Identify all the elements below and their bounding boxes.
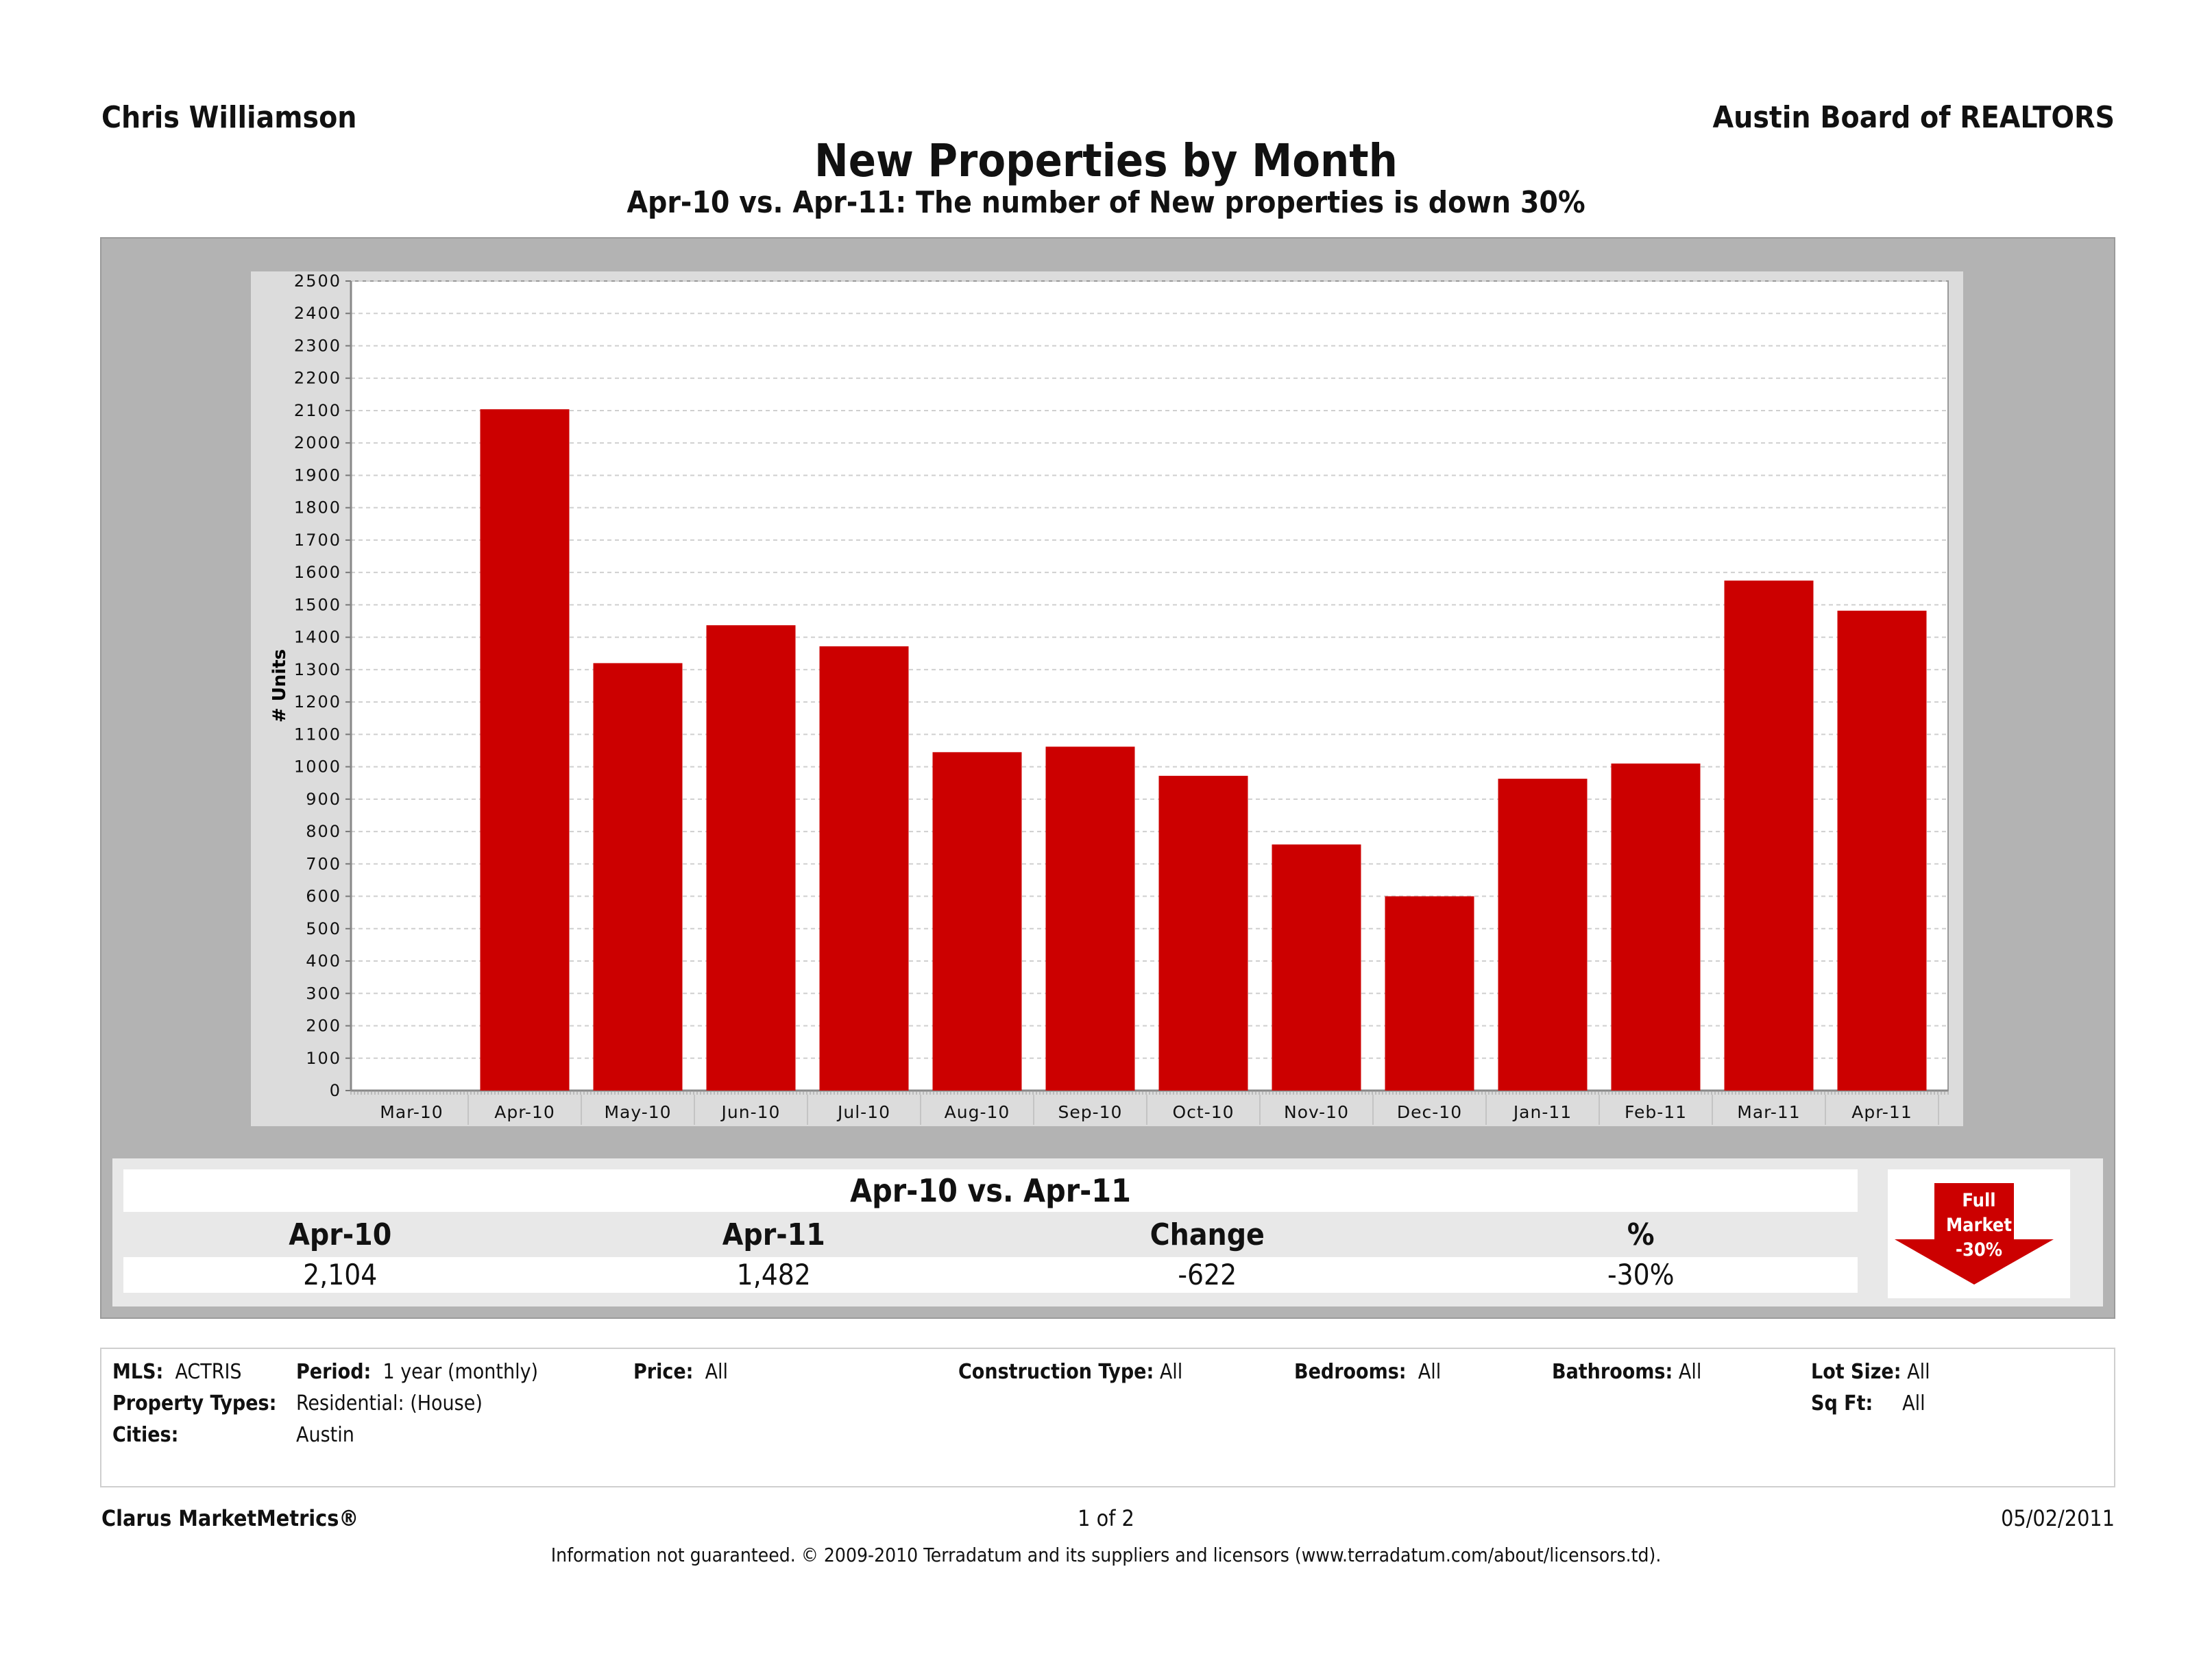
x-tick-label: Jul-10: [836, 1102, 890, 1122]
y-tick-label: 2400: [294, 304, 341, 323]
y-tick-label: 1100: [294, 725, 341, 744]
badge-line-1: Full: [1962, 1190, 1996, 1211]
x-tick-label: Aug-10: [945, 1102, 1010, 1122]
x-tick-label: Nov-10: [1284, 1102, 1349, 1122]
bar-feb-11: [1611, 763, 1701, 1091]
x-tick-label: Oct-10: [1172, 1102, 1234, 1122]
summary-title: Apr-10 vs. Apr-11: [123, 1169, 1858, 1212]
x-tick-label: Apr-10: [494, 1102, 555, 1122]
filter-cities-value: Austin: [296, 1423, 354, 1447]
x-tick-label: Sep-10: [1058, 1102, 1123, 1122]
bar-apr-10: [480, 409, 570, 1091]
plot-area: [350, 280, 1949, 1091]
y-tick-label: 700: [306, 854, 341, 873]
bar-dec-10: [1385, 896, 1474, 1091]
filter-lot-size: Lot Size: All: [1811, 1360, 1930, 1384]
x-tick-label: Feb-11: [1625, 1102, 1687, 1122]
summary-header-row: Apr-10 Apr-11 Change %: [123, 1215, 1858, 1256]
y-tick-label: 2000: [294, 433, 341, 452]
y-tick-label: 2300: [294, 336, 341, 355]
summary-value: 2,104: [303, 1258, 378, 1291]
bar-sep-10: [1045, 746, 1135, 1091]
x-tick-label: Mar-10: [380, 1102, 443, 1122]
page-subtitle: Apr-10 vs. Apr-11: The number of New pro…: [627, 185, 1585, 220]
bar-oct-10: [1158, 775, 1248, 1091]
summary-header: Apr-11: [722, 1217, 825, 1252]
y-tick-label: 2200: [294, 369, 341, 388]
x-tick-label: Mar-11: [1737, 1102, 1800, 1122]
y-tick-label: 1900: [294, 465, 341, 485]
filter-cities: Cities:: [112, 1423, 179, 1447]
y-tick-label: 400: [306, 951, 341, 971]
bar-jun-10: [706, 625, 796, 1091]
filter-period: Period: 1 year (monthly): [296, 1360, 539, 1384]
agent-name: Chris Williamson: [101, 100, 357, 135]
filter-sqft: Sq Ft: All: [1811, 1391, 1925, 1415]
summary-panel: Apr-10 vs. Apr-11 Apr-10 Apr-11 Change %…: [112, 1158, 2103, 1306]
y-tick-label: 1500: [294, 595, 341, 614]
filter-bedrooms: Bedrooms: All: [1294, 1360, 1442, 1384]
bar-chart: 0 100 200 300 400 500 600 700 800 900 1000 1100 1200…: [269, 271, 1949, 1125]
filter-construction-type: Construction Type: All: [958, 1360, 1183, 1384]
bar-may-10: [593, 663, 683, 1091]
summary-header: %: [1627, 1217, 1655, 1252]
page-title: New Properties by Month: [814, 134, 1398, 187]
y-tick-label: 2500: [294, 271, 341, 291]
board-name: Austin Board of REALTORS: [1712, 100, 2115, 135]
y-tick-label: 300: [306, 984, 341, 1003]
y-tick-label: 2100: [294, 401, 341, 420]
y-tick-label: 1400: [294, 628, 341, 647]
y-tick-label: 200: [306, 1017, 341, 1036]
badge-line-2: Market: [1945, 1215, 2013, 1236]
y-tick-label: 1000: [294, 757, 341, 777]
y-tick-label: 1600: [294, 563, 341, 582]
report-date: 05/02/2011: [2001, 1505, 2115, 1531]
y-tick-label: 1200: [294, 692, 341, 712]
summary-value: -622: [1178, 1258, 1237, 1291]
page-indicator: 1 of 2: [1078, 1505, 1134, 1531]
filter-property-types: Property Types:: [112, 1391, 277, 1415]
bar-nov-10: [1272, 844, 1361, 1091]
filter-property-types-value: Residential: (House): [296, 1391, 483, 1415]
bar-jan-11: [1498, 779, 1588, 1091]
y-tick-label: 1300: [294, 660, 341, 679]
y-tick-label: 900: [306, 790, 341, 809]
chart-panel: 0 100 200 300 400 500 600 700 800 900 1000 1100 1200…: [251, 271, 1963, 1126]
summary-header: Change: [1150, 1217, 1265, 1252]
filter-panel: MLS: ACTRIS Period: 1 year (monthly) Pri…: [100, 1348, 2115, 1487]
x-tick-label: Jun-10: [720, 1102, 781, 1122]
x-tick-label: Apr-11: [1851, 1102, 1912, 1122]
x-tick-label: May-10: [604, 1102, 671, 1122]
bar-mar-11: [1724, 580, 1814, 1091]
badge-line-3: -30%: [1955, 1239, 2003, 1261]
y-axis-label: # Units: [269, 649, 290, 722]
y-tick-label: 800: [306, 822, 341, 841]
bar-apr-11: [1837, 610, 1927, 1091]
bar-aug-10: [932, 752, 1022, 1091]
down-arrow-icon: [1895, 1183, 2054, 1285]
summary-value: 1,482: [736, 1258, 811, 1291]
filter-price: Price: All: [633, 1360, 729, 1384]
y-tick-label: 0: [330, 1081, 341, 1100]
bar-jul-10: [819, 646, 909, 1091]
x-tick-label: Jan-11: [1512, 1102, 1572, 1122]
summary-value-row: 2,104 1,482 -622 -30%: [123, 1257, 1858, 1293]
x-tick-label: Dec-10: [1397, 1102, 1462, 1122]
y-tick-label: 1800: [294, 498, 341, 518]
summary-value: -30%: [1607, 1258, 1675, 1291]
y-tick-label: 600: [306, 887, 341, 906]
footer-brand: Clarus MarketMetrics®: [101, 1505, 359, 1531]
full-market-badge: Full Market -30%: [1888, 1169, 2070, 1298]
y-tick-label: 500: [306, 919, 341, 938]
disclaimer: Information not guaranteed. © 2009-2010 …: [550, 1544, 1662, 1566]
y-tick-label: 100: [306, 1049, 341, 1068]
y-tick-label: 1700: [294, 531, 341, 550]
summary-header: Apr-10: [289, 1217, 392, 1252]
filter-mls: MLS: ACTRIS: [112, 1360, 242, 1384]
filter-bathrooms: Bathrooms: All: [1552, 1360, 1702, 1384]
